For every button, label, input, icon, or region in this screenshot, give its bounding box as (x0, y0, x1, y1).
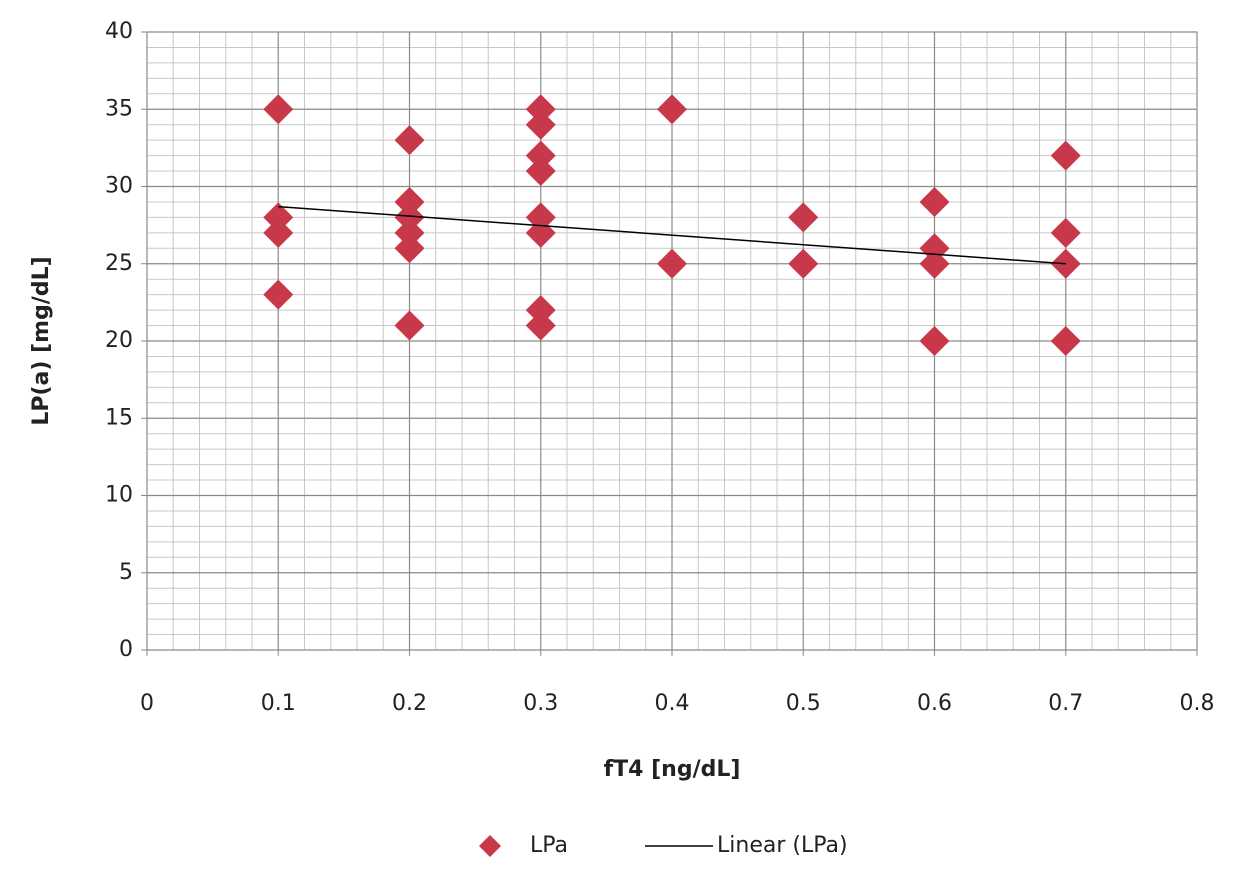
point (263, 217, 294, 248)
point (919, 326, 950, 356)
y-tick-label: 40 (105, 19, 133, 44)
x-tick-label: 0.1 (261, 691, 296, 716)
x-tick-label: 0.7 (1048, 691, 1083, 716)
point (788, 248, 819, 279)
x-tick-label: 0 (140, 691, 154, 716)
point (919, 233, 950, 264)
point (394, 202, 425, 233)
x-tick-label: 0.8 (1180, 691, 1215, 716)
point (525, 310, 556, 341)
plot-border (146, 31, 1198, 651)
point (919, 248, 950, 279)
legend-label: LPa (530, 833, 568, 858)
point (1050, 217, 1081, 248)
trend-line (278, 205, 1066, 265)
point (657, 248, 687, 279)
point (263, 94, 294, 125)
point (394, 186, 425, 217)
point (394, 310, 425, 341)
y-tick-label: 20 (105, 328, 133, 353)
y-tick-label: 35 (105, 96, 133, 121)
y-tick-label: 5 (119, 560, 133, 585)
y-tick-label: 30 (105, 174, 133, 199)
point (525, 156, 556, 187)
y-tick-label: 25 (105, 251, 133, 276)
point (525, 295, 556, 326)
y-tick-label: 0 (119, 637, 133, 662)
y-tick-label: 15 (105, 405, 133, 430)
x-tick-label: 0.5 (786, 691, 821, 716)
x-tick-label: 0.6 (917, 691, 952, 716)
point (1050, 140, 1081, 171)
point (525, 140, 556, 171)
y-tick-label: 10 (105, 483, 133, 508)
point (263, 279, 294, 310)
point (1050, 326, 1081, 356)
point (919, 186, 950, 217)
point (525, 94, 556, 125)
point (394, 233, 425, 264)
legend-marker (479, 835, 501, 857)
point (394, 125, 425, 156)
y-axis-label: LP(a) [mg/dL] (29, 256, 54, 425)
legend-label: Linear (LPa) (717, 833, 848, 858)
point (525, 109, 556, 140)
point (394, 217, 425, 248)
x-tick-label: 0.3 (523, 691, 558, 716)
x-tick-label: 0.4 (655, 691, 690, 716)
point (263, 202, 294, 233)
point (788, 202, 819, 233)
x-axis-label: fT4 [ng/dL] (604, 757, 741, 782)
x-tick-label: 0.2 (392, 691, 427, 716)
grid (146, 31, 1198, 651)
point (525, 217, 556, 248)
point (657, 94, 687, 125)
